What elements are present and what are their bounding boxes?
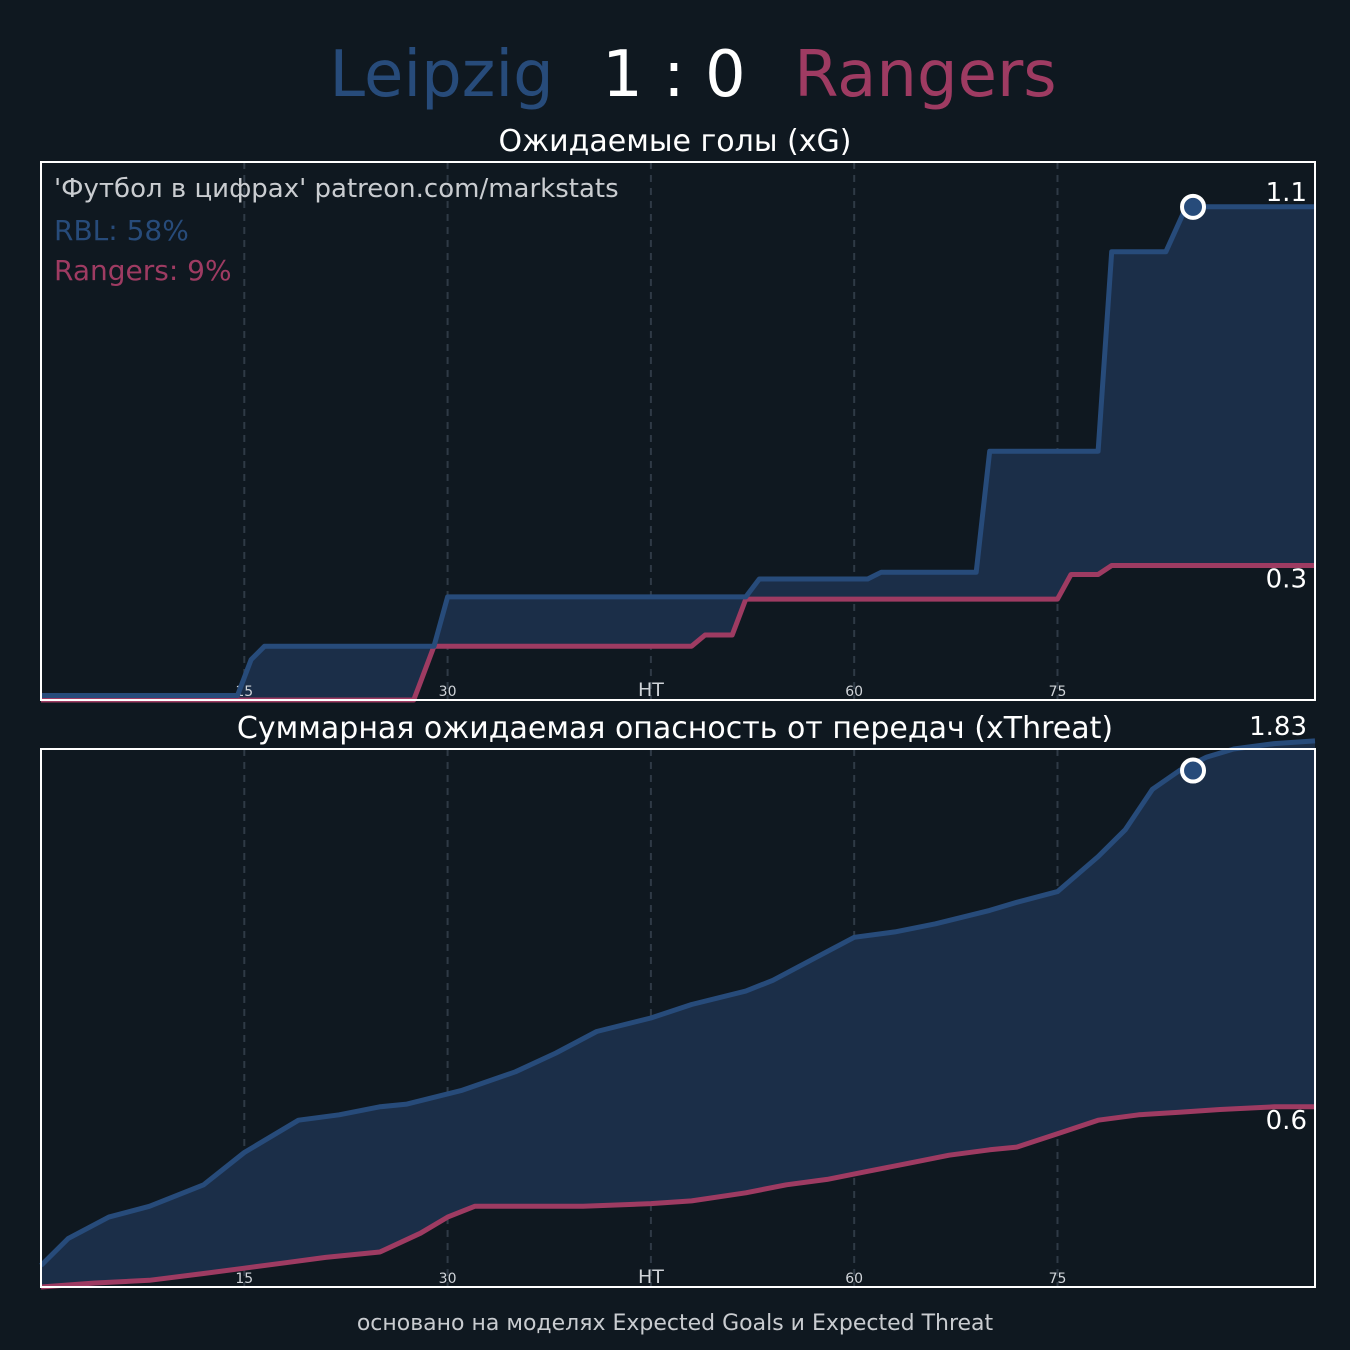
xg-goal-markers (1180, 193, 1207, 220)
xg-chart-frame (40, 161, 1316, 701)
xthreat-goal-marker (1180, 757, 1207, 784)
xthreat-final-value-leipzig: 1.83 (1249, 712, 1307, 742)
legend-leipzig: RBL: 58% (54, 214, 189, 247)
away-team-name: Rangers (794, 38, 1057, 112)
xthreat-x-tick-label: 60 (845, 1271, 863, 1287)
xg-area-between (41, 206, 1315, 701)
xthreat-goal-markers (1180, 757, 1207, 784)
xthreat-chart: 15 30 HT 60 75 1.83 0.6 (39, 712, 1316, 1290)
xg-x-tick-label: 30 (439, 684, 457, 700)
xg-x-tick-label: 75 (1049, 684, 1067, 700)
xg-line-rangers (41, 563, 1315, 703)
xg-final-value-leipzig: 1.1 (1266, 178, 1307, 208)
watermark: 'Футбол в цифрах' patreon.com/markstats (54, 174, 619, 204)
xg-final-value-rangers: 0.3 (1266, 565, 1307, 595)
xg-x-tick-label: 60 (845, 684, 863, 700)
xthreat-final-value-rangers: 0.6 (1266, 1106, 1307, 1136)
legend-rangers: Rangers: 9% (54, 254, 232, 287)
xg-chart-title: Ожидаемые голы (xG) (499, 124, 852, 159)
xthreat-area-between (41, 740, 1315, 1287)
match-title: Leipzig 1 : 0 Rangers (329, 38, 1056, 112)
xthreat-chart-title: Суммарная ожидаемая опасность от передач… (237, 711, 1113, 746)
xg-line-leipzig (41, 204, 1315, 698)
xthreat-x-tick-label: HT (638, 1266, 664, 1288)
xthreat-chart-frame (40, 748, 1316, 1288)
xthreat-x-tick-label: 75 (1049, 1271, 1067, 1287)
xthreat-x-tick-label: 30 (439, 1271, 457, 1287)
xthreat-line-leipzig (39, 738, 1316, 1268)
xthreat-x-ticks: 15 30 HT 60 75 (235, 1266, 1066, 1288)
xg-x-tick-label: HT (638, 679, 664, 701)
footer-note: основано на моделях Expected Goals и Exp… (357, 1311, 994, 1336)
xg-chart: 15 30 HT 60 75 1.1 0.3 (40, 161, 1316, 703)
xthreat-x-tick-label: 15 (235, 1271, 253, 1287)
score: 1 : 0 (602, 38, 746, 112)
home-team-name: Leipzig (329, 38, 553, 112)
xg-goal-marker (1180, 193, 1207, 220)
xthreat-line-rangers (40, 1104, 1315, 1290)
